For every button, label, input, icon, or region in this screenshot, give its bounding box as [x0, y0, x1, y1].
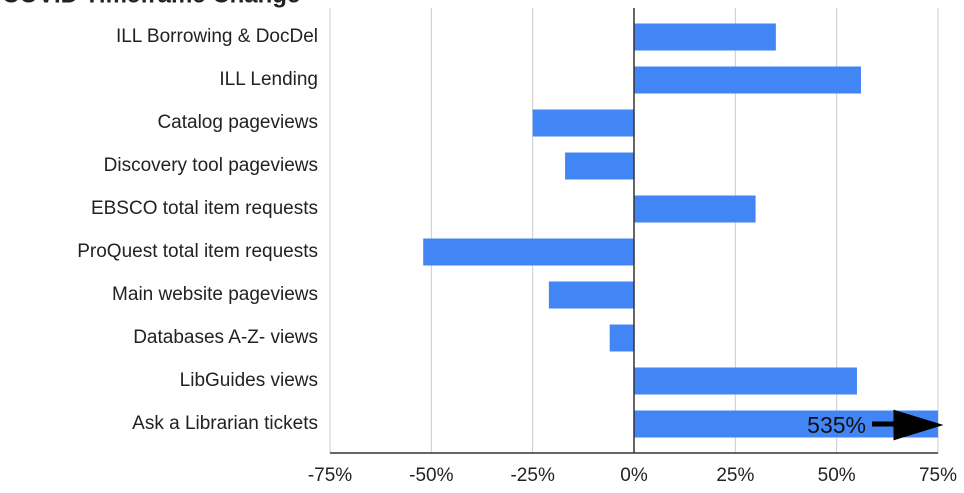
bar — [634, 23, 776, 51]
chart-title: COVID Timeframe Change — [2, 0, 300, 8]
y-tick-label: Main website pageviews — [112, 284, 318, 305]
bar — [634, 66, 861, 94]
bars — [423, 23, 938, 438]
y-tick-label: Databases A-Z- views — [133, 327, 318, 348]
x-tick-label: -75% — [308, 465, 352, 486]
y-tick-label: Ask a Librarian tickets — [132, 413, 318, 434]
y-tick-label: LibGuides views — [180, 370, 318, 391]
y-tick-label: Catalog pageviews — [157, 112, 318, 133]
y-tick-label: Discovery tool pageviews — [104, 155, 318, 176]
bar — [423, 238, 634, 266]
x-tick-label: 50% — [818, 465, 856, 486]
bar — [548, 281, 634, 309]
overflow-arrow — [872, 409, 944, 441]
y-tick-label: ILL Lending — [219, 69, 318, 90]
bar — [634, 367, 857, 395]
bar — [565, 152, 634, 180]
bar — [634, 195, 756, 223]
foreground: -75% -50% -25% 0% 25% 50% 75% ILL Borrowing & D… — [77, 8, 957, 486]
x-tick-label: -50% — [409, 465, 453, 486]
bar — [609, 324, 634, 352]
x-tick-label: 25% — [716, 465, 754, 486]
data-label: 535% — [807, 412, 866, 438]
y-tick-label: ProQuest total item requests — [77, 241, 318, 262]
x-tick-label: 75% — [919, 465, 957, 486]
y-tick-label: ILL Borrowing & DocDel — [116, 26, 318, 47]
x-tick-label: 0% — [620, 465, 648, 486]
bar — [532, 109, 634, 137]
y-tick-label: EBSCO total item requests — [91, 198, 318, 219]
x-tick-label: -25% — [510, 465, 554, 486]
